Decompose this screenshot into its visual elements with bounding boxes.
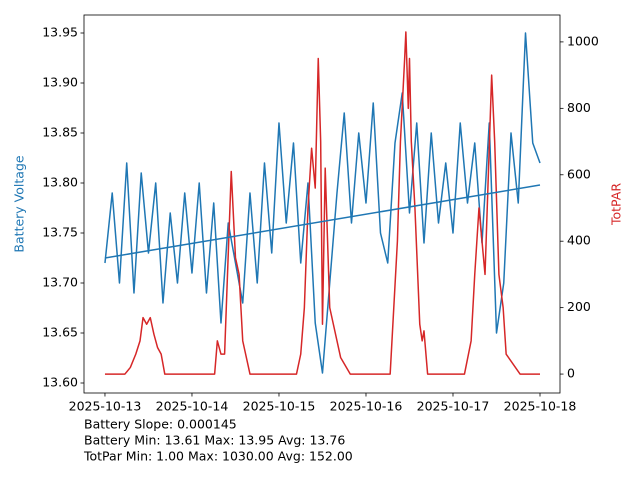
- x-tick-label: 2025-10-13: [69, 399, 142, 414]
- y-tick-label: 13.75: [42, 225, 78, 240]
- y-tick-label: 13.60: [42, 375, 78, 390]
- y-tick-label: 13.90: [42, 75, 78, 90]
- y-tick-label: 13.80: [42, 175, 78, 190]
- y2-tick-label: 600: [567, 166, 591, 181]
- y2-axis-label: TotPAR: [609, 183, 624, 226]
- x-tick-label: 2025-10-16: [330, 399, 403, 414]
- y2-tick-label: 200: [567, 299, 591, 314]
- annotation: Battery Min: 13.61 Max: 13.95 Avg: 13.76: [84, 433, 345, 448]
- trend-line: [104, 184, 541, 259]
- x-tick-label: 2025-10-17: [417, 399, 490, 414]
- y-axis-label: Battery Voltage: [12, 155, 27, 252]
- series-line: [104, 32, 541, 374]
- y2-tick-label: 400: [567, 233, 591, 248]
- x-tick-label: 2025-10-14: [156, 399, 229, 414]
- y-tick-label: 13.65: [42, 325, 78, 340]
- plot-frame: [83, 14, 561, 394]
- y-tick-label: 13.85: [42, 125, 78, 140]
- y2-tick-label: 0: [567, 366, 575, 381]
- x-tick-label: 2025-10-18: [504, 399, 577, 414]
- series-line: [104, 31, 540, 375]
- annotation: Battery Slope: 0.000145: [84, 417, 237, 432]
- x-tick-label: 2025-10-15: [243, 399, 316, 414]
- y-tick-label: 13.95: [42, 25, 78, 40]
- annotation: TotPar Min: 1.00 Max: 1030.00 Avg: 152.0…: [83, 449, 353, 464]
- y2-tick-label: 800: [567, 100, 591, 115]
- y2-tick-label: 1000: [567, 33, 599, 48]
- y-tick-label: 13.70: [42, 275, 78, 290]
